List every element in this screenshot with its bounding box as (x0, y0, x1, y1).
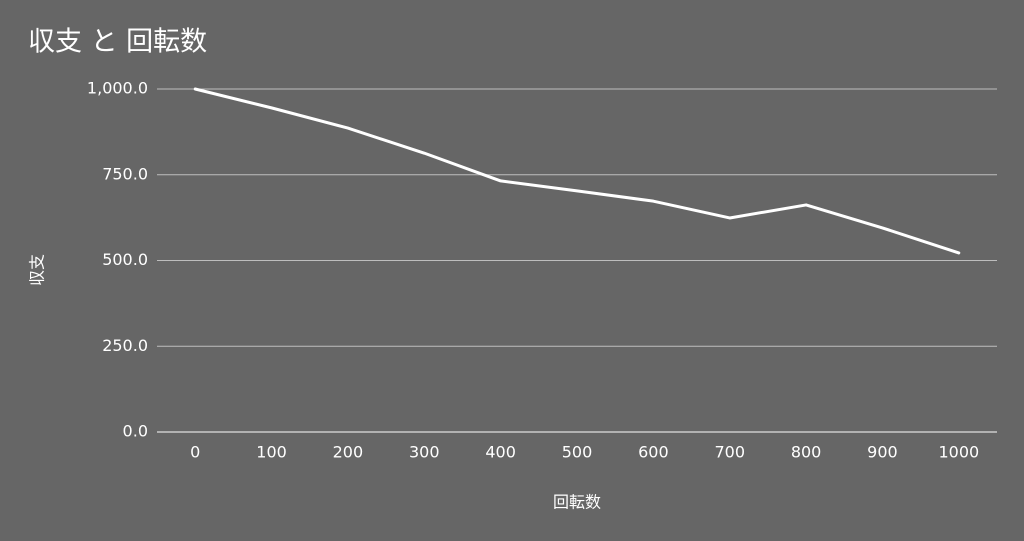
x-axis-label: 回転数 (553, 493, 601, 512)
chart-title: 収支 と 回転数 (28, 27, 207, 58)
x-tick-label: 1000 (938, 443, 979, 462)
x-tick-label: 700 (714, 443, 745, 462)
x-tick-label: 200 (333, 443, 364, 462)
x-tick-label: 900 (867, 443, 898, 462)
y-axis-label: 収支 (28, 254, 47, 286)
y-tick-label: 1,000.0 (87, 79, 148, 98)
y-tick-label: 750.0 (102, 164, 148, 183)
y-tick-label: 250.0 (102, 336, 148, 355)
x-tick-label: 100 (256, 443, 287, 462)
x-tick-label: 800 (791, 443, 822, 462)
x-tick-label: 400 (485, 443, 516, 462)
x-tick-label: 300 (409, 443, 440, 462)
x-tick-label: 500 (562, 443, 593, 462)
line (193, 87, 961, 255)
x-tick-label: 0 (190, 443, 200, 462)
x-tick-label: 600 (638, 443, 669, 462)
y-tick-label: 0.0 (123, 422, 148, 441)
y-tick-label: 500.0 (102, 250, 148, 269)
